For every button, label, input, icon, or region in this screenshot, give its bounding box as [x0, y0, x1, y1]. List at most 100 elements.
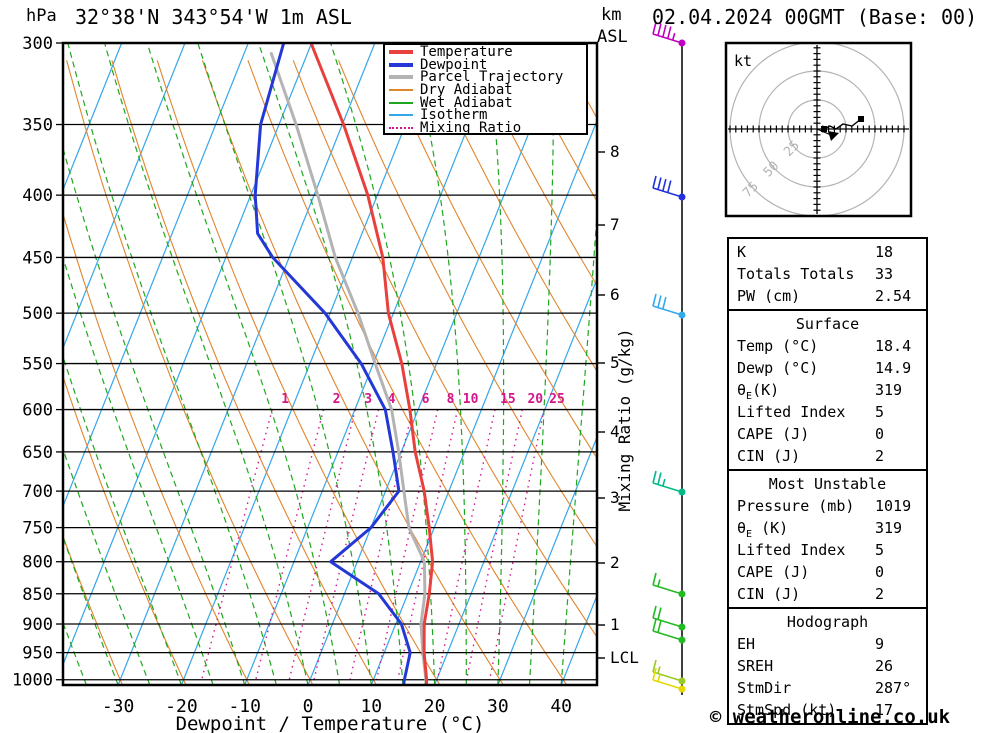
svg-text:40: 40 — [550, 696, 572, 717]
wind-barb — [652, 667, 686, 693]
storm-motion-arrow — [828, 131, 839, 141]
hodograph-frame — [724, 41, 913, 218]
wind-barb-column — [652, 21, 686, 695]
legend-swatch — [389, 75, 413, 80]
table-row-value: 319 — [875, 519, 903, 537]
svg-text:20: 20 — [527, 392, 543, 407]
table-row: θE(K) 319 — [737, 379, 926, 402]
xaxis-label: Dewpoint / Temperature (°C) — [176, 713, 485, 733]
svg-text:30: 30 — [487, 696, 509, 717]
legend-label: Mixing Ratio — [420, 119, 522, 136]
svg-text:4: 4 — [388, 392, 396, 407]
wind-barb — [652, 605, 686, 631]
table-row-value: 2 — [875, 447, 885, 465]
legend-swatch — [389, 50, 413, 55]
table-title: Hodograph — [786, 613, 869, 631]
table-title: Most Unstable — [768, 475, 887, 493]
table-row: SREH 26 — [737, 655, 926, 677]
svg-text:8: 8 — [610, 142, 620, 161]
indices-table: K 18 Totals Totals 33 PW (cm) 2.54 — [727, 237, 928, 311]
svg-text:6: 6 — [610, 285, 620, 304]
page-title: 32°38'N 343°54'W 1m ASL — [75, 5, 352, 29]
hodograph-ring-label: 75 — [740, 179, 762, 201]
table-row-label: CIN (J) — [737, 585, 801, 603]
svg-text:-30: -30 — [102, 696, 135, 717]
legend-label: Dry Adiabat — [420, 82, 513, 99]
svg-text:0: 0 — [303, 696, 314, 717]
pressure-axis-labels: 300 350 400 450 500 550 600 650 700 750 800 850 900 9… — [12, 34, 63, 691]
indices-table: Hodograph EH 9 SREH 26 StmDir 287° StmSpd (kt) 1… — [727, 607, 928, 725]
hodograph-ring-label: 25 — [781, 138, 803, 160]
table-row: CAPE (J) 0 — [737, 561, 926, 583]
table-row-value: 319 — [875, 381, 903, 399]
svg-text:800: 800 — [22, 553, 53, 573]
legend-swatch — [389, 101, 413, 104]
table-row: CIN (J) 2 — [737, 583, 926, 605]
svg-text:LCL: LCL — [610, 648, 639, 667]
legend-label: Isotherm — [420, 107, 488, 124]
table-row: Pressure (mb) 1019 — [737, 495, 926, 517]
table-row-value: 18.4 — [875, 337, 912, 355]
svg-text:2: 2 — [333, 392, 341, 407]
altitude-axis-unit-asl: ASL — [597, 27, 628, 47]
table-title: Surface — [795, 315, 860, 333]
table-row-label: θE(K) — [737, 381, 780, 402]
legend-label: Wet Adiabat — [420, 94, 513, 111]
legend-swatch — [389, 62, 413, 67]
table-row-value: 9 — [875, 635, 885, 653]
svg-text:5: 5 — [610, 353, 620, 372]
svg-text:450: 450 — [22, 248, 53, 268]
svg-text:15: 15 — [500, 392, 516, 407]
wind-barb — [652, 659, 686, 685]
legend-item: Temperature — [389, 45, 586, 59]
table-row-value: 26 — [875, 657, 894, 675]
table-row-value: 17 — [875, 701, 894, 719]
svg-text:3: 3 — [364, 392, 372, 407]
wind-barb — [652, 470, 686, 496]
indices-tables: K 18 Totals Totals 33 PW (cm) 2.54 Surface Temp… — [727, 237, 928, 725]
table-row: CIN (J) 2 — [737, 445, 926, 467]
table-row-label: Totals Totals — [737, 265, 855, 283]
dewpoint-curve — [253, 43, 412, 685]
wind-barb — [652, 293, 686, 319]
indices-table: Most Unstable Pressure (mb) 1019 θE (K) 319 L… — [727, 469, 928, 609]
km-axis: 8 7 6 5 4 3 2 1 LCL — [597, 142, 639, 667]
table-row-label: StmDir — [737, 679, 792, 697]
table-row: Lifted Index 5 — [737, 539, 926, 561]
table-row-value: 2 — [875, 585, 885, 603]
table-row: Temp (°C) 18.4 — [737, 335, 926, 357]
table-row-label: CAPE (J) — [737, 563, 810, 581]
copyright: © weatheronline.co.uk — [709, 706, 951, 728]
hodograph-ring-label: 50 — [761, 159, 783, 181]
hodograph-trace — [821, 118, 862, 131]
indices-table: Surface Temp (°C) 18.4 Dewp (°C) 14.9 θE(K) 31… — [727, 309, 928, 471]
table-row-label: Temp (°C) — [737, 337, 819, 355]
table-row: Dewp (°C) 14.9 — [737, 357, 926, 379]
svg-text:-10: -10 — [228, 696, 261, 717]
table-row-value: 18 — [875, 243, 894, 261]
table-row: θE (K) 319 — [737, 517, 926, 540]
svg-text:950: 950 — [22, 644, 53, 664]
temperature-curve — [309, 43, 435, 685]
svg-text:2: 2 — [610, 553, 620, 572]
legend-label: Dewpoint — [420, 56, 488, 73]
legend-swatch — [389, 114, 413, 117]
svg-text:900: 900 — [22, 615, 53, 635]
svg-text:750: 750 — [22, 519, 53, 539]
right-axis-label: Mixing Ratio (g/kg) — [615, 328, 634, 511]
altitude-axis-unit-km: km — [601, 5, 622, 25]
run-date: 02.04.2024 00GMT (Base: 00) — [652, 5, 978, 29]
table-row-label: Dewp (°C) — [737, 359, 819, 377]
svg-text:-20: -20 — [165, 696, 198, 717]
table-row-value: 33 — [875, 265, 894, 283]
wind-barb — [652, 572, 686, 598]
svg-text:6: 6 — [422, 392, 430, 407]
legend-swatch — [389, 89, 413, 92]
table-row: Totals Totals 33 — [737, 263, 926, 285]
isotherm-lines — [63, 43, 597, 685]
table-row-value: 287° — [875, 679, 912, 697]
table-row-value: 0 — [875, 425, 885, 443]
svg-text:600: 600 — [22, 401, 53, 421]
